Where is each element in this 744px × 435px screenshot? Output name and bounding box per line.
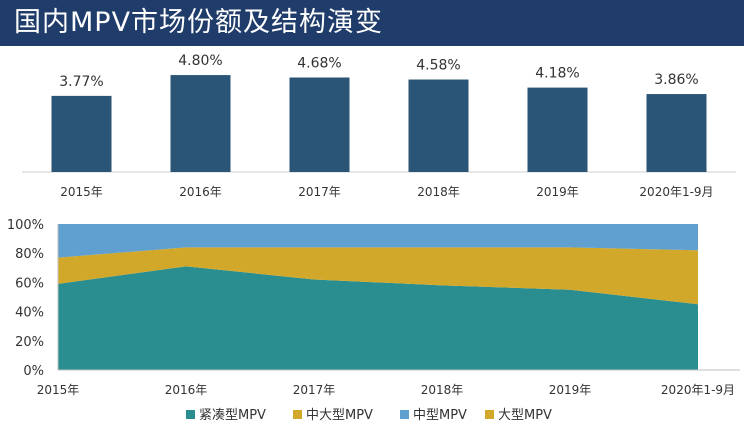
legend-swatch: [485, 410, 494, 419]
area-x-tick-label: 2018年: [421, 383, 464, 397]
bar-x-tick-label: 2017年: [298, 185, 341, 199]
y-tick-label: 20%: [15, 335, 44, 350]
area-series: [58, 247, 698, 305]
legend-swatch: [293, 410, 302, 419]
bar-x-tick-label: 2016年: [179, 185, 222, 199]
bar-x-tick-label: 2018年: [417, 185, 460, 199]
bar-data-label: 4.68%: [297, 56, 341, 72]
bar-x-tick-label: 2019年: [536, 185, 579, 199]
legend-swatch: [186, 410, 195, 419]
area-x-tick-label: 2017年: [293, 383, 336, 397]
bar: [170, 75, 231, 172]
area-series: [58, 266, 698, 370]
legend-label: 中大型MPV: [306, 408, 373, 423]
bar-data-label: 4.18%: [535, 66, 579, 82]
legend-label: 中型MPV: [413, 408, 467, 423]
legend-label: 大型MPV: [498, 408, 552, 423]
bar-chart: 3.77% 2015年 4.80% 2016年 4.68% 2017年 4.58% 2018年…: [22, 53, 736, 199]
y-tick-label: 100%: [7, 218, 44, 233]
y-tick-label: 60%: [15, 276, 44, 291]
bar: [289, 77, 350, 172]
legend-label: 紧凑型MPV: [199, 408, 266, 423]
area-x-tick-label: 2015年: [37, 383, 80, 397]
area-x-tick-label: 2019年: [549, 383, 592, 397]
bar-data-label: 3.77%: [59, 74, 103, 90]
y-tick-label: 40%: [15, 306, 44, 321]
page-title: 国内MPV市场份额及结构演变: [14, 7, 384, 38]
area-x-tick-label: 2020年1-9月: [661, 383, 735, 397]
legend: 紧凑型MPV 中大型MPV 中型MPV 大型MPV: [186, 408, 552, 423]
area-series: [58, 224, 698, 258]
bar-x-tick-label: 2015年: [60, 185, 103, 199]
bar-data-label: 4.58%: [416, 58, 460, 74]
area-x-tick-label: 2016年: [165, 383, 208, 397]
bar: [408, 79, 469, 172]
bar: [646, 94, 707, 172]
y-tick-label: 80%: [15, 247, 44, 262]
bar: [51, 95, 112, 172]
bar-x-tick-label: 2020年1-9月: [639, 185, 713, 199]
bar: [527, 87, 588, 172]
title-bar: 国内MPV市场份额及结构演变: [0, 0, 744, 46]
stacked-area-chart: 0% 20% 40% 60% 80% 100% 2015年 2016年 2017年 2018年 20…: [7, 218, 740, 397]
legend-swatch: [400, 410, 409, 419]
bar-data-label: 3.86%: [654, 72, 698, 88]
y-tick-label: 0%: [23, 364, 44, 379]
bar-data-label: 4.80%: [178, 53, 222, 69]
